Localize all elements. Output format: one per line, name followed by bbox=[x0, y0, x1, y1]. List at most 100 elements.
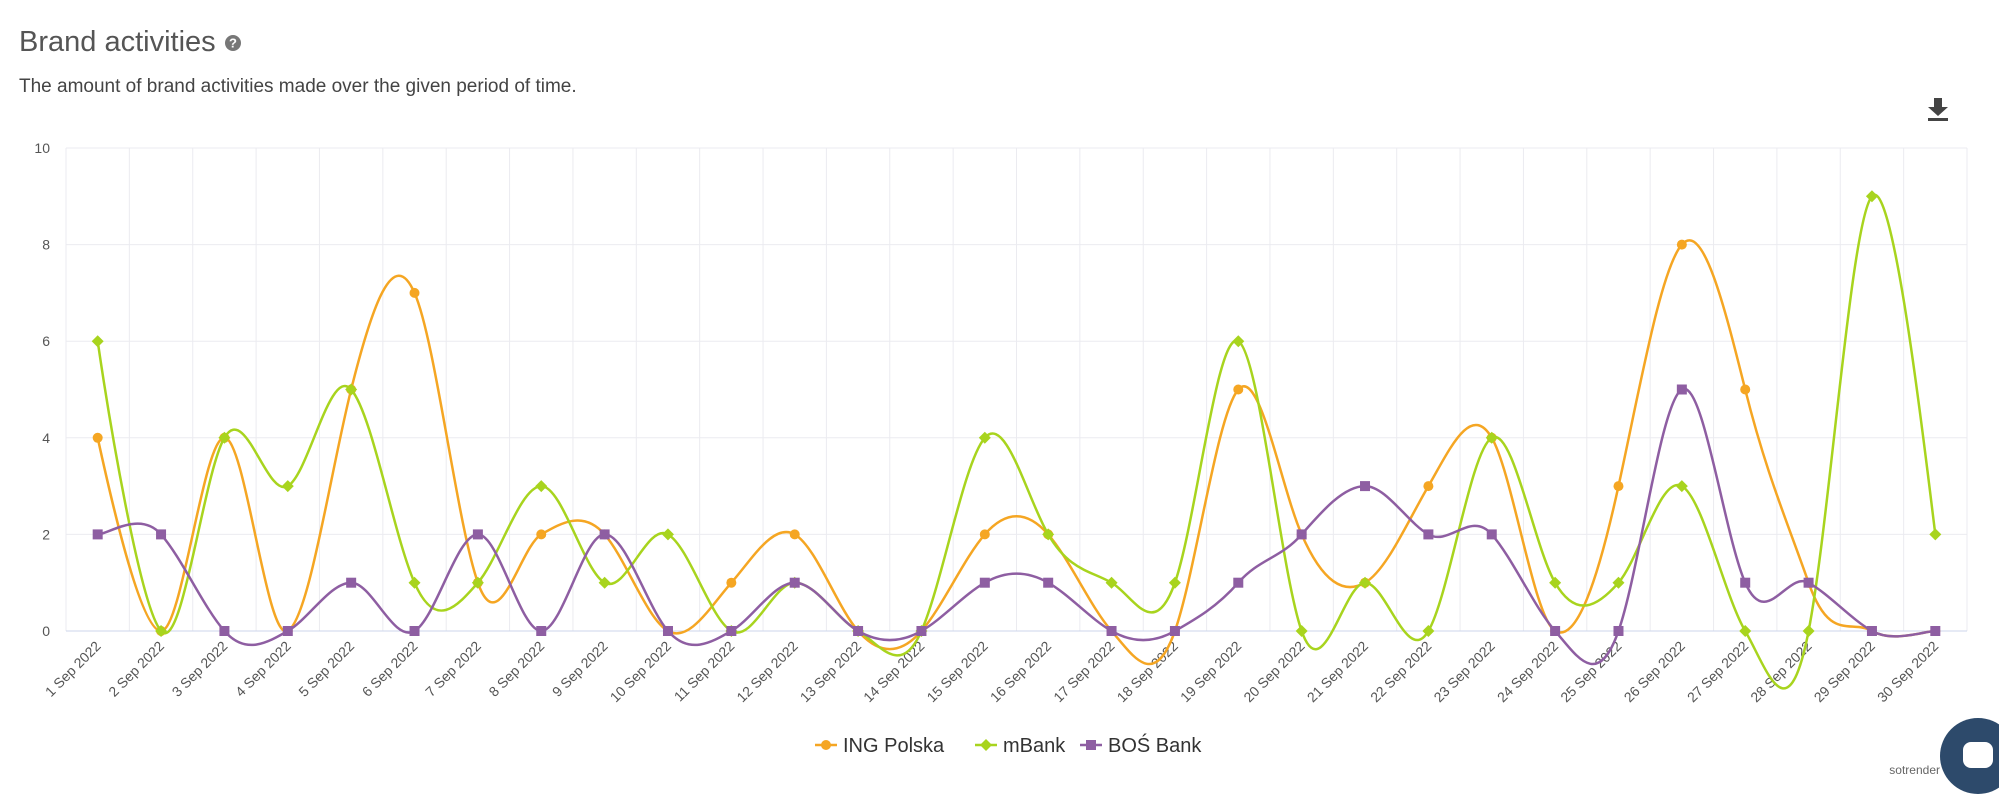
point bbox=[1929, 528, 1942, 541]
point bbox=[1486, 529, 1497, 540]
svg-text:?: ? bbox=[229, 36, 237, 51]
point bbox=[789, 529, 800, 540]
point bbox=[1106, 626, 1117, 636]
point bbox=[1042, 528, 1055, 541]
legend-label[interactable]: BOŚ Bank bbox=[1108, 733, 1202, 757]
point bbox=[92, 529, 103, 540]
point bbox=[979, 577, 990, 588]
legend-label[interactable]: ING Polska bbox=[843, 735, 945, 757]
x-tick-label: 24 Sep 2022 bbox=[1494, 638, 1562, 706]
point bbox=[1739, 625, 1752, 637]
download-icon[interactable] bbox=[1928, 98, 1948, 121]
x-tick-label: 15 Sep 2022 bbox=[923, 638, 991, 706]
x-tick-label: 30 Sep 2022 bbox=[1874, 638, 1942, 706]
point bbox=[789, 577, 800, 588]
point bbox=[1233, 384, 1244, 395]
point bbox=[1549, 576, 1562, 589]
watermark: sotrender bbox=[1889, 763, 1940, 777]
point bbox=[916, 626, 927, 636]
point bbox=[1360, 481, 1371, 492]
x-tick-label: 1 Sep 2022 bbox=[42, 638, 104, 700]
point bbox=[1105, 576, 1118, 589]
point bbox=[1676, 239, 1687, 250]
point bbox=[1043, 577, 1054, 588]
point bbox=[1550, 626, 1561, 636]
chat-button[interactable] bbox=[1940, 718, 1999, 794]
point bbox=[598, 576, 611, 589]
legend-label[interactable]: mBank bbox=[1003, 735, 1066, 757]
point bbox=[1168, 576, 1181, 589]
point bbox=[1423, 481, 1434, 492]
point bbox=[1423, 529, 1434, 540]
point bbox=[471, 576, 484, 589]
y-tick-label: 4 bbox=[42, 430, 50, 446]
x-tick-label: 16 Sep 2022 bbox=[987, 638, 1055, 706]
x-tick-label: 18 Sep 2022 bbox=[1114, 638, 1182, 706]
x-tick-label: 27 Sep 2022 bbox=[1684, 638, 1752, 706]
point bbox=[91, 335, 104, 348]
point bbox=[1485, 431, 1498, 444]
point bbox=[409, 287, 420, 298]
point bbox=[472, 529, 483, 540]
point bbox=[1296, 529, 1307, 540]
help-icon[interactable]: ? bbox=[224, 34, 242, 52]
point bbox=[346, 577, 357, 588]
point bbox=[1233, 577, 1244, 588]
x-tick-label: 11 Sep 2022 bbox=[671, 638, 738, 705]
point bbox=[282, 626, 293, 636]
x-tick-label: 4 Sep 2022 bbox=[232, 638, 294, 700]
x-tick-label: 8 Sep 2022 bbox=[485, 638, 547, 700]
point bbox=[219, 626, 230, 636]
point bbox=[978, 431, 991, 444]
chart-subtitle: The amount of brand activities made over… bbox=[19, 76, 577, 97]
point bbox=[726, 577, 737, 588]
point bbox=[979, 529, 990, 540]
point bbox=[1086, 740, 1096, 750]
point bbox=[156, 529, 167, 540]
point bbox=[1295, 625, 1308, 637]
point bbox=[1613, 626, 1624, 636]
x-tick-label: 23 Sep 2022 bbox=[1430, 638, 1498, 706]
y-tick-label: 8 bbox=[42, 237, 50, 253]
point bbox=[345, 383, 358, 396]
point bbox=[535, 480, 548, 493]
point bbox=[1422, 625, 1435, 637]
point bbox=[726, 626, 737, 636]
point bbox=[1866, 626, 1877, 636]
x-tick-label: 6 Sep 2022 bbox=[359, 638, 421, 700]
y-tick-label: 2 bbox=[42, 526, 50, 542]
x-tick-label: 12 Sep 2022 bbox=[733, 638, 801, 706]
x-tick-label: 25 Sep 2022 bbox=[1557, 638, 1625, 706]
x-tick-label: 10 Sep 2022 bbox=[607, 638, 675, 706]
x-tick-label: 3 Sep 2022 bbox=[169, 638, 231, 700]
point bbox=[599, 529, 610, 540]
x-tick-label: 5 Sep 2022 bbox=[295, 638, 357, 700]
point bbox=[1613, 481, 1624, 492]
y-tick-label: 10 bbox=[34, 140, 50, 156]
x-tick-label: 29 Sep 2022 bbox=[1811, 638, 1879, 706]
point bbox=[1740, 384, 1751, 395]
series-line bbox=[96, 193, 1937, 690]
x-tick-label: 20 Sep 2022 bbox=[1240, 638, 1308, 706]
point bbox=[821, 740, 831, 750]
point bbox=[409, 626, 420, 636]
point bbox=[853, 626, 864, 636]
point bbox=[1676, 384, 1687, 395]
point bbox=[92, 432, 103, 443]
point bbox=[408, 576, 421, 589]
point bbox=[1675, 480, 1688, 493]
point bbox=[536, 626, 547, 636]
point bbox=[1612, 576, 1625, 589]
x-tick-label: 19 Sep 2022 bbox=[1177, 638, 1245, 706]
x-tick-label: 22 Sep 2022 bbox=[1367, 638, 1435, 706]
x-tick-label: 7 Sep 2022 bbox=[422, 638, 484, 700]
series bbox=[92, 384, 1941, 666]
point bbox=[1740, 577, 1751, 588]
x-tick-label: 17 Sep 2022 bbox=[1050, 638, 1118, 706]
point bbox=[980, 739, 992, 751]
x-tick-label: 2 Sep 2022 bbox=[105, 638, 167, 700]
point bbox=[661, 528, 674, 541]
point bbox=[1802, 625, 1815, 637]
chart-title: Brand activities ? bbox=[19, 26, 242, 59]
